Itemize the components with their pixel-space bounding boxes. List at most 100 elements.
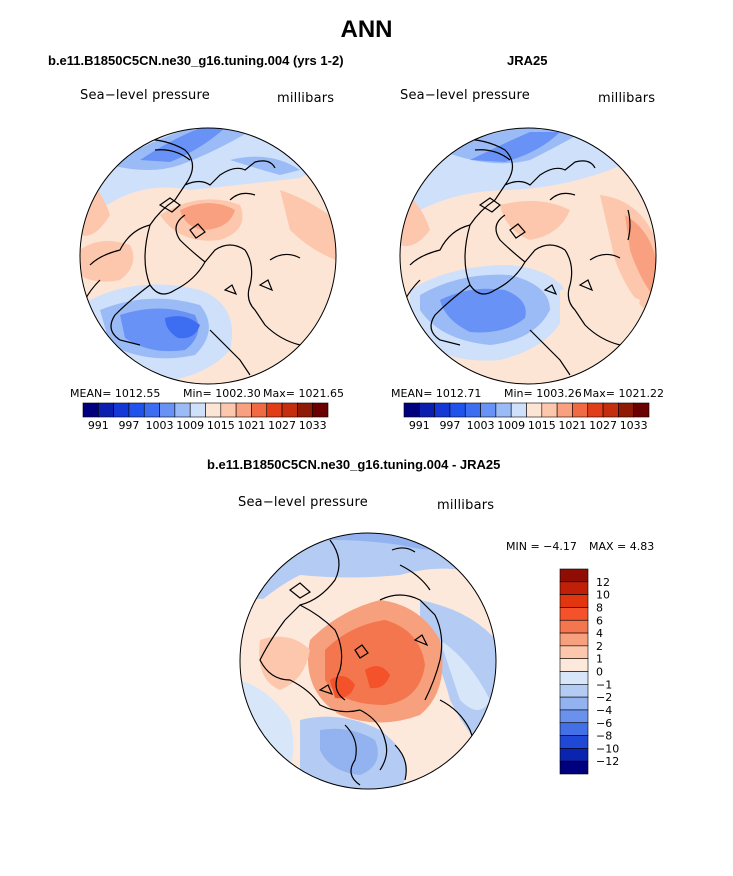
diff-colorbar-box (559, 568, 589, 583)
left-colorbar-tick-label: 1033 (299, 419, 327, 432)
diff-colorbar-tick-label: −2 (596, 691, 612, 704)
right-colorbar-box (526, 402, 543, 418)
left-colorbar-box (251, 402, 268, 418)
left-map-border (79, 127, 337, 385)
right-colorbar-tick-label: 1009 (497, 419, 525, 432)
left-colorbar-box (205, 402, 222, 418)
left-min: Min= 1002.30 (183, 387, 261, 400)
left-colorbar-box (98, 402, 114, 418)
left-colorbar-box (174, 402, 191, 418)
left-mean: MEAN= 1012.55 (70, 387, 161, 400)
left-colorbar-box (159, 402, 176, 418)
diff-colorbar-box (559, 671, 589, 685)
left-colorbar: 991 997 1003 1009 1015 1021 1027 1033 (82, 402, 329, 432)
diff-variable-label: Sea−level pressure (238, 495, 368, 510)
diff-colorbar-tick-label: −1 (596, 678, 612, 691)
diff-colorbar-box (559, 607, 589, 621)
left-max: Max= 1021.65 (263, 387, 344, 400)
right-colorbar-box (480, 402, 497, 418)
diff-colorbar-box (559, 748, 589, 762)
right-colorbar-box (556, 402, 573, 418)
right-mean: MEAN= 1012.71 (391, 387, 482, 400)
left-colorbar-box (235, 402, 252, 418)
diff-colorbar-box (559, 760, 589, 775)
diff-colorbar-tick-label: −12 (596, 755, 619, 768)
diff-colorbar-tick-label: 1 (596, 653, 603, 666)
right-map (399, 127, 657, 385)
left-colorbar-box (281, 402, 298, 418)
diff-colorbar-tick-label: 4 (596, 627, 603, 640)
right-colorbar-box (434, 402, 451, 418)
right-colorbar-tick-label: 1027 (589, 419, 617, 432)
left-variable-label: Sea−level pressure (80, 88, 210, 103)
right-colorbar-tick-label: 1003 (467, 419, 495, 432)
right-coastlines (404, 138, 641, 376)
right-colorbar: 991 997 1003 1009 1015 1021 1027 1033 (403, 402, 650, 432)
diff-colorbar-box (559, 658, 589, 672)
diff-map (239, 532, 497, 790)
left-colorbar-tick-label: 1027 (268, 419, 296, 432)
left-colorbar-tick-label: 1015 (207, 419, 235, 432)
diff-colorbar-box (559, 684, 589, 698)
left-colorbar-box (266, 402, 283, 418)
left-colorbar-box (297, 402, 313, 418)
right-colorbar-box (510, 402, 527, 418)
right-colorbar-box (495, 402, 512, 418)
left-panel-title: b.e11.B1850C5CN.ne30_g16.tuning.004 (yrs… (48, 53, 344, 68)
diff-map-field (240, 533, 496, 789)
right-panel-title: JRA25 (507, 53, 548, 68)
right-map-field (400, 128, 656, 384)
diff-colorbar-tick-label: 2 (596, 640, 603, 653)
diff-colorbar-tick-label: −8 (596, 730, 612, 743)
right-min: Min= 1003.26 (504, 387, 582, 400)
left-colorbar-box (143, 402, 160, 418)
diff-max: MAX = 4.83 (589, 540, 655, 553)
left-colorbar-box (189, 402, 206, 418)
left-colorbar-tick-label: 1009 (176, 419, 204, 432)
right-max: Max= 1021.22 (583, 387, 664, 400)
left-map (79, 127, 337, 385)
diff-colorbar-tick-label: 10 (596, 589, 610, 602)
left-colorbar-box (128, 402, 145, 418)
left-colorbar-tick-label: 991 (88, 419, 109, 432)
diff-colorbar-box (559, 645, 589, 659)
left-coastlines (84, 138, 321, 376)
diff-panel-title: b.e11.B1850C5CN.ne30_g16.tuning.004 - JR… (207, 457, 501, 472)
left-colorbar-box (220, 402, 237, 418)
left-colorbar-box (82, 402, 99, 418)
right-colorbar-box (618, 402, 634, 418)
right-colorbar-tick-label: 1015 (528, 419, 556, 432)
right-colorbar-tick-label: 997 (439, 419, 460, 432)
right-colorbar-box (464, 402, 481, 418)
left-colorbar-box (312, 402, 329, 418)
diff-units-label: millibars (437, 498, 495, 513)
left-colorbar-tick-label: 997 (118, 419, 139, 432)
diff-colorbar-box (559, 722, 589, 736)
diff-colorbar-box (559, 696, 589, 711)
diff-map-border (239, 532, 497, 790)
figure-title: ANN (340, 16, 393, 43)
right-map-border (399, 127, 657, 385)
right-colorbar-box (572, 402, 589, 418)
diff-colorbar-tick-label: −6 (596, 717, 612, 730)
diff-colorbar-box (559, 594, 589, 608)
diff-colorbar-tick-label: 0 (596, 666, 603, 679)
diff-colorbar-box (559, 632, 589, 647)
diff-colorbar-tick-label: 6 (596, 614, 603, 627)
left-units-label: millibars (277, 91, 335, 106)
diff-colorbar-box (559, 709, 589, 724)
right-colorbar-box (541, 402, 558, 418)
left-colorbar-tick-label: 1003 (146, 419, 174, 432)
right-colorbar-tick-label: 1021 (558, 419, 586, 432)
left-colorbar-box (113, 402, 130, 418)
right-variable-label: Sea−level pressure (400, 88, 530, 103)
diff-colorbar-tick-label: −4 (596, 704, 612, 717)
diff-colorbar-tick-label: 12 (596, 576, 610, 589)
diff-min: MIN = −4.17 (506, 540, 577, 553)
right-colorbar-box (403, 402, 420, 418)
right-colorbar-box (587, 402, 604, 418)
left-map-field (80, 128, 336, 384)
right-colorbar-box (419, 402, 435, 418)
